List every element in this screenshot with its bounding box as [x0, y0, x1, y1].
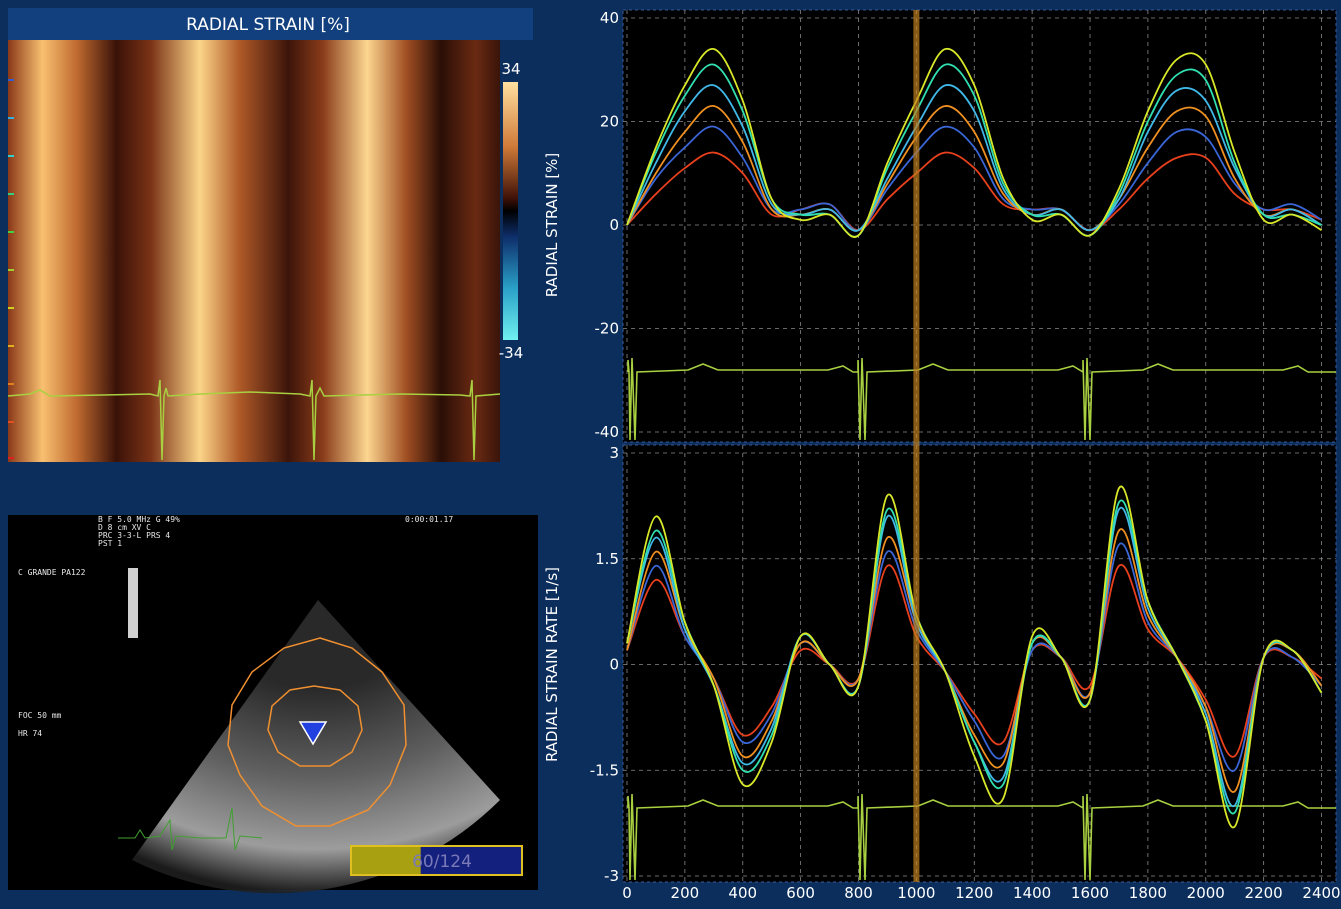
x-tick-label: 2000 — [1187, 884, 1225, 902]
x-tick-label: 2200 — [1245, 884, 1283, 902]
echo-focus: FOC 50 mm — [18, 711, 62, 720]
x-tick-label: 1800 — [1129, 884, 1167, 902]
y-tick-label: 0 — [609, 656, 619, 674]
x-tick-label: 1600 — [1071, 884, 1109, 902]
screen: RADIAL STRAIN [%] 34 -34 B F 5.0 MHz G 4… — [0, 0, 1341, 909]
colorbar-max: 34 — [501, 60, 520, 78]
colorbar — [503, 82, 518, 340]
heatmap-title: RADIAL STRAIN [%] — [186, 15, 350, 35]
x-tick-label: 1400 — [1013, 884, 1051, 902]
y-axis-label: RADIAL STRAIN RATE [1/s] — [543, 567, 561, 762]
plot-area — [623, 10, 1336, 442]
x-tick-label: 2400 — [1302, 884, 1340, 902]
plot-area — [623, 445, 1336, 882]
x-tick-label: 1000 — [897, 884, 935, 902]
gray-scale — [128, 568, 138, 638]
time-cursor — [913, 10, 919, 882]
x-tick-label: 0 — [622, 884, 632, 902]
y-tick-label: -20 — [595, 320, 620, 338]
progress-fill — [352, 847, 421, 874]
echo-time: 0:00:01.17 — [405, 515, 453, 524]
echo-probe: C GRANDE PA122 — [18, 568, 86, 577]
y-axis-label: RADIAL STRAIN [%] — [543, 153, 561, 298]
y-tick-label: -1.5 — [590, 761, 619, 779]
y-tick-label: 1.5 — [595, 550, 619, 568]
strain-heatmap — [8, 40, 500, 462]
y-tick-label: 0 — [609, 216, 619, 234]
x-tick-label: 200 — [671, 884, 700, 902]
progress-label: 60/124 — [412, 852, 472, 872]
x-tick-label: 1200 — [955, 884, 993, 902]
y-tick-label: -3 — [604, 867, 619, 885]
y-tick-label: 40 — [600, 9, 619, 27]
echo-hr: HR 74 — [18, 729, 42, 738]
y-tick-label: 20 — [600, 113, 619, 131]
x-tick-label: 600 — [786, 884, 815, 902]
y-tick-label: 3 — [609, 444, 619, 462]
x-tick-label: 400 — [728, 884, 757, 902]
x-tick-label: 800 — [844, 884, 873, 902]
y-tick-label: -40 — [595, 423, 620, 441]
colorbar-min: -34 — [499, 344, 524, 362]
echo-setting: PST 1 — [98, 539, 122, 548]
